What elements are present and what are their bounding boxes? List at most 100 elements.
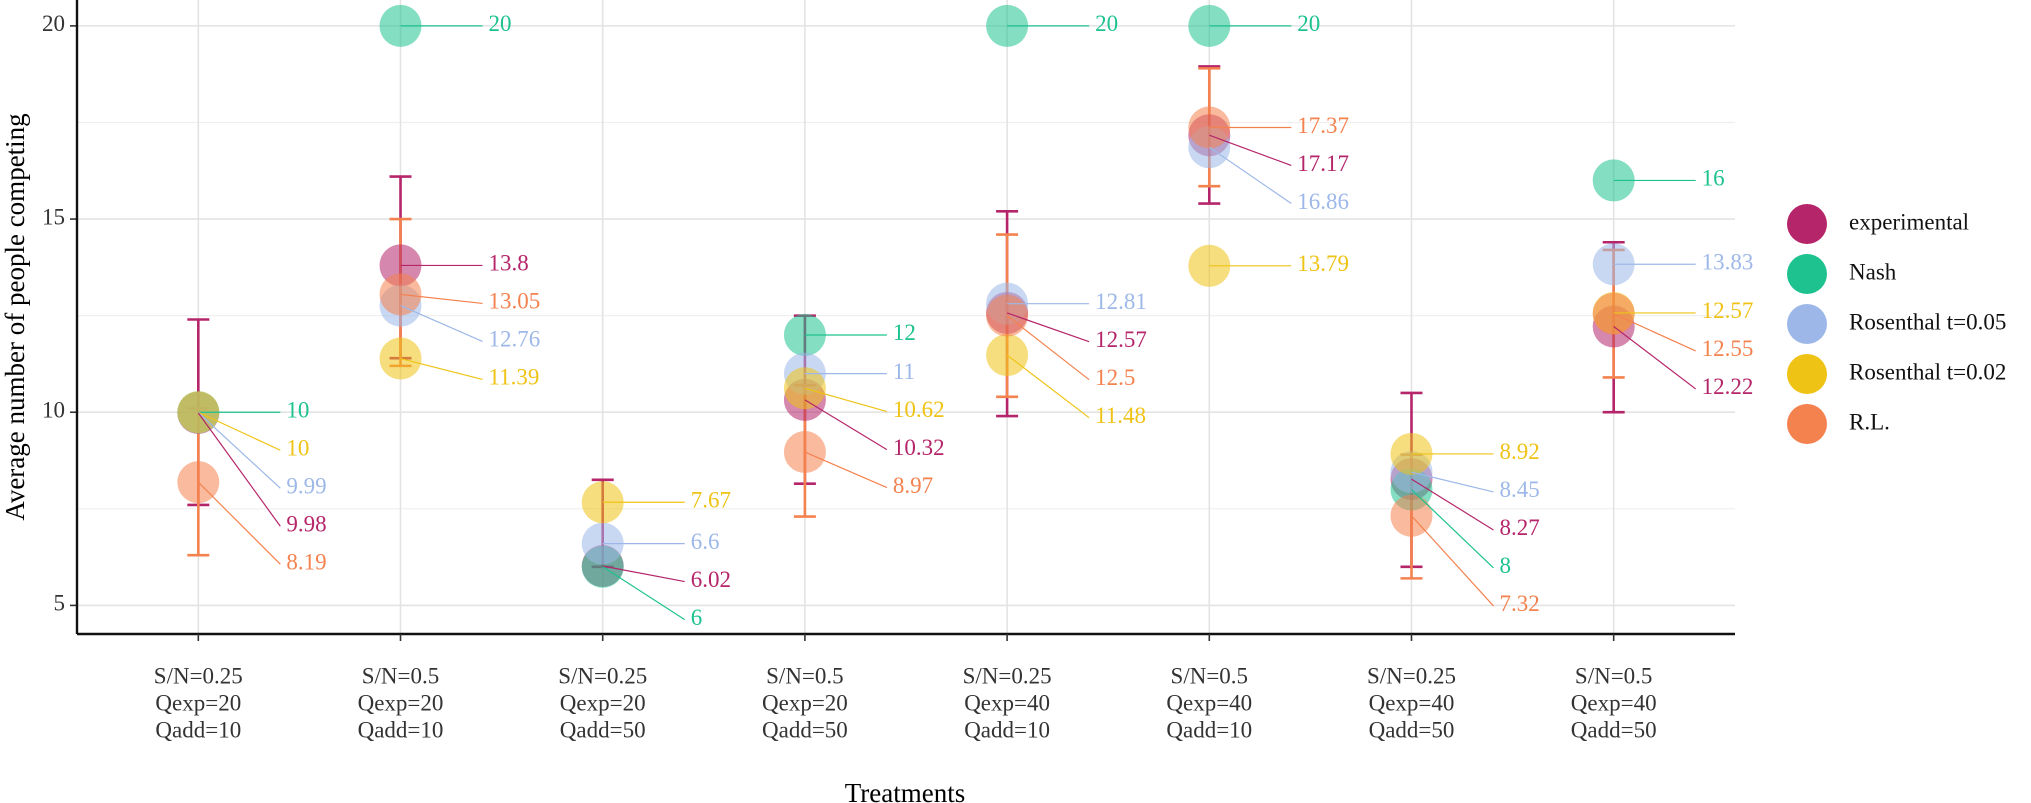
x-tick-label: Qadd=50 — [560, 717, 646, 742]
legend-swatch — [1787, 354, 1827, 394]
x-tick-label: Qadd=10 — [155, 717, 241, 742]
value-label: 20 — [1297, 11, 1320, 36]
value-label: 13.83 — [1702, 250, 1754, 275]
leader-line — [400, 305, 483, 342]
leader-line — [804, 387, 888, 413]
y-tick-label: 20 — [42, 11, 65, 36]
leader-line — [804, 451, 888, 489]
value-label: 8 — [1499, 553, 1511, 578]
value-label: 16 — [1702, 166, 1725, 191]
value-label: 8.27 — [1499, 515, 1539, 540]
leader-line — [804, 399, 888, 451]
x-tick-label: S/N=0.25 — [963, 663, 1052, 688]
leader-line — [198, 411, 281, 451]
leader-line — [1411, 489, 1494, 569]
x-tick-label: Qexp=40 — [964, 690, 1050, 715]
leader-line — [1613, 313, 1696, 352]
leader-line — [1613, 325, 1697, 390]
value-label: 12.22 — [1702, 374, 1754, 399]
legend-swatch — [1787, 304, 1827, 344]
y-tick-label: 15 — [42, 204, 65, 229]
x-tick-label: S/N=0.5 — [1171, 663, 1249, 688]
value-label: 9.98 — [286, 512, 326, 537]
value-label: 20 — [1095, 11, 1118, 36]
value-label: 12 — [893, 320, 916, 345]
value-label: 10.62 — [893, 397, 945, 422]
leader-line — [197, 412, 281, 527]
leader-line — [197, 481, 281, 565]
legend-label: Rosenthal t=0.02 — [1849, 359, 2006, 384]
x-tick-label: S/N=0.25 — [558, 663, 647, 688]
value-label: 12.5 — [1095, 365, 1135, 390]
x-tick-label: Qadd=50 — [1369, 717, 1455, 742]
leader-line — [1411, 471, 1494, 493]
y-tick-label: 5 — [54, 591, 66, 616]
value-label: 13.8 — [489, 251, 529, 276]
legend-swatch — [1787, 254, 1827, 294]
leader-line — [1208, 146, 1292, 204]
x-tick-label: Qadd=50 — [762, 717, 848, 742]
labels: 10 10 9.99 9.98 8.19 20 13.8 13.05 12.76 11.39 7.6… — [197, 11, 1754, 630]
leader-line — [602, 565, 685, 583]
x-tick-label: Qadd=10 — [1166, 717, 1252, 742]
value-label: 7.32 — [1499, 591, 1539, 616]
leader-line — [400, 293, 483, 305]
legend-swatch — [1787, 204, 1827, 244]
value-label: 10 — [286, 436, 309, 461]
value-label: 12.81 — [1095, 289, 1147, 314]
x-tick-label: Qexp=20 — [762, 690, 848, 715]
legend-swatch — [1787, 404, 1827, 444]
value-label: 13.79 — [1297, 251, 1349, 276]
value-label: 12.55 — [1702, 336, 1754, 361]
value-label: 17.37 — [1297, 113, 1349, 138]
value-label: 6.6 — [691, 529, 720, 554]
y-axis-title: Average number of people competing — [0, 113, 30, 520]
x-tick-label: Qexp=40 — [1571, 690, 1657, 715]
x-tick-label: S/N=0.25 — [1367, 663, 1456, 688]
y-tick-label: 10 — [42, 398, 65, 423]
x-tick-label: S/N=0.5 — [362, 663, 440, 688]
value-label: 8.19 — [286, 550, 326, 575]
legend-label: Rosenthal t=0.05 — [1849, 309, 2006, 334]
value-label: 11.39 — [489, 365, 540, 390]
value-label: 20 — [489, 11, 512, 36]
value-label: 8.45 — [1499, 477, 1539, 502]
x-tick-label: Qexp=40 — [1369, 690, 1455, 715]
x-axis-title: Treatments — [845, 778, 966, 803]
leader-line — [1209, 134, 1292, 167]
points — [177, 4, 1635, 588]
value-label: 10 — [286, 398, 309, 423]
value-label: 7.67 — [691, 488, 731, 513]
x-tick-label: S/N=0.25 — [154, 663, 243, 688]
x-tick-label: Qexp=40 — [1166, 690, 1252, 715]
x-tick-label: S/N=0.5 — [1575, 663, 1653, 688]
value-label: 8.92 — [1499, 439, 1539, 464]
value-label: 13.05 — [489, 289, 541, 314]
value-label: 10.32 — [893, 435, 945, 460]
value-label: 17.17 — [1297, 151, 1349, 176]
x-tick-label: Qadd=10 — [358, 717, 444, 742]
leader-line — [1006, 312, 1090, 343]
legend-label: R.L. — [1849, 409, 1890, 434]
value-label: 16.86 — [1297, 189, 1349, 214]
value-label: 12.57 — [1702, 298, 1754, 323]
leader-line — [1006, 315, 1090, 381]
x-tick-label: Qadd=50 — [1571, 717, 1657, 742]
value-label: 12.57 — [1095, 327, 1147, 352]
x-tick-label: Qexp=20 — [560, 690, 646, 715]
value-label: 12.76 — [489, 327, 541, 352]
leader-line — [400, 357, 483, 381]
value-label: 8.97 — [893, 473, 933, 498]
x-tick-label: S/N=0.5 — [766, 663, 844, 688]
legend-label: experimental — [1849, 209, 1969, 234]
leader-line — [197, 412, 281, 489]
x-tick-label: Qexp=20 — [155, 690, 241, 715]
value-label: 11.48 — [1095, 403, 1146, 428]
leader-line — [1411, 515, 1494, 607]
leader-line — [602, 566, 686, 621]
leader-line — [1411, 478, 1494, 531]
value-label: 6.02 — [691, 567, 731, 592]
leader-line — [1006, 354, 1090, 419]
x-tick-label: Qexp=20 — [358, 690, 444, 715]
